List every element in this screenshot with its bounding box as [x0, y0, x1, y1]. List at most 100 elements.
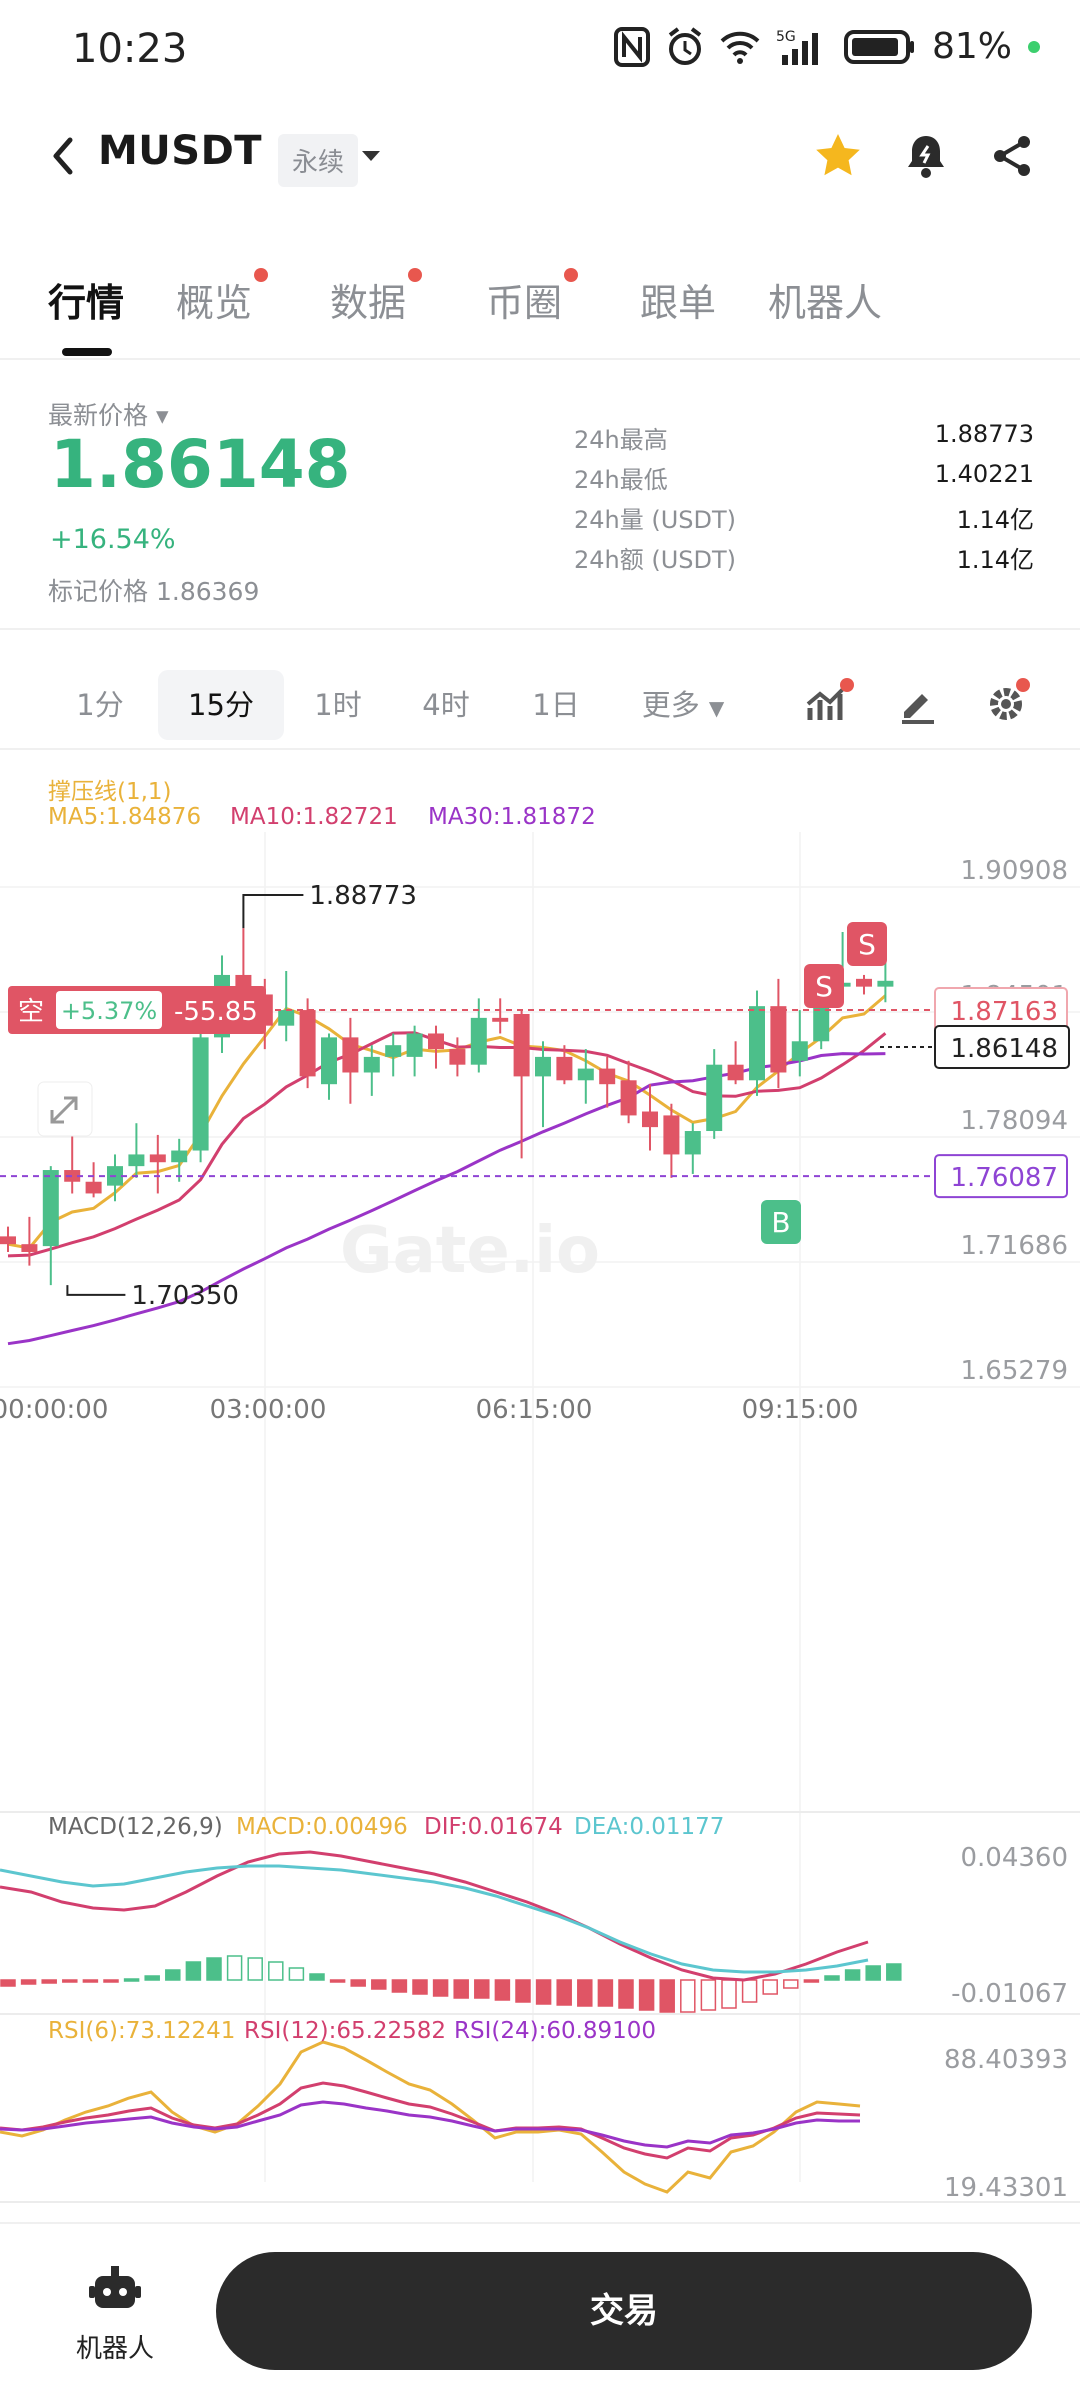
- macd-histogram-bar: [247, 1957, 263, 1981]
- wifi-icon: [720, 29, 760, 65]
- candle-body: [85, 1181, 102, 1194]
- macd-histogram-bar: [268, 1961, 284, 1981]
- y-tick-label: 1.65279: [960, 1356, 1068, 1386]
- macd-histogram-bar: [618, 1979, 634, 2009]
- header: MUSDT 永续: [0, 110, 1080, 202]
- macd-histogram-bar: [185, 1961, 202, 1981]
- support-price-text: 1.76087: [950, 1163, 1058, 1193]
- macd-histogram-bar: [288, 1967, 305, 1981]
- macd-histogram-bar: [659, 1979, 675, 2013]
- tab-community[interactable]: 币圈: [486, 268, 579, 327]
- y-tick-label: 1.90908: [960, 856, 1068, 886]
- candle-body: [556, 1056, 573, 1081]
- signal-5g-icon: 5G: [776, 27, 828, 67]
- x-tick-label: 00:00:00: [0, 1395, 108, 1425]
- notification-dot: [408, 268, 423, 282]
- low-label: 1.70350: [131, 1281, 239, 1311]
- dea-line: [0, 1864, 869, 1974]
- symbol-title[interactable]: MUSDT: [98, 128, 263, 174]
- macd-histogram-bar: [700, 1979, 717, 2011]
- alarm-icon: [666, 26, 704, 67]
- macd-histogram-bar: [741, 1979, 758, 2003]
- macd-histogram-bar: [577, 1979, 593, 2007]
- trade-button[interactable]: 交易: [216, 2252, 1032, 2370]
- interval-4h[interactable]: 4时: [422, 688, 470, 722]
- interval-more[interactable]: 更多 ▼: [641, 688, 725, 722]
- favorite-star-button[interactable]: [810, 128, 866, 184]
- candle-body: [192, 1037, 209, 1151]
- macd-histogram-bar: [432, 1979, 449, 1997]
- buy-signal-badge: [761, 1200, 801, 1244]
- macd-histogram-bar: [165, 1969, 181, 1981]
- draw-tools-button[interactable]: [888, 674, 948, 734]
- macd-histogram-bar: [41, 1979, 57, 1984]
- interval-15m[interactable]: 15分: [158, 670, 284, 740]
- candle-body: [64, 1170, 81, 1182]
- x-tick-label: 09:15:00: [742, 1395, 859, 1425]
- candle-body: [363, 1056, 380, 1073]
- macd-histogram-bar: [474, 1979, 490, 1999]
- high-label: 1.88773: [309, 881, 417, 911]
- chevron-down-icon[interactable]: [360, 148, 382, 167]
- price-summary: 最新价格 ▾ 1.86148 +16.54% 标记价格 1.86369 24h最…: [0, 360, 1080, 630]
- star-icon: [816, 134, 860, 176]
- share-button[interactable]: [984, 128, 1040, 184]
- macd-y-tick: 0.04360: [960, 1843, 1068, 1873]
- candle-body: [128, 1154, 145, 1167]
- tab-bots[interactable]: 机器人: [768, 281, 883, 325]
- tab-copy-trading[interactable]: 跟单: [640, 281, 717, 325]
- back-button[interactable]: [44, 132, 84, 180]
- tab-data[interactable]: 数据: [330, 268, 423, 327]
- current-price-tag: [934, 1025, 1070, 1069]
- last-price-label[interactable]: 最新价格 ▾: [48, 401, 169, 430]
- interval-1d[interactable]: 1日: [532, 688, 580, 722]
- macd-histogram-bar: [82, 1979, 99, 1983]
- candle-body: [684, 1131, 701, 1155]
- position-pnl-box: [56, 991, 162, 1029]
- candle-body: [21, 1244, 38, 1252]
- macd-histogram-bar: [803, 1979, 820, 1983]
- macd-title: MACD(12,26,9): [48, 1814, 223, 1840]
- candle-body: [770, 1006, 787, 1073]
- macd-histogram-bar: [844, 1969, 861, 1981]
- contract-type-tag[interactable]: 永续: [278, 134, 359, 187]
- interval-1m[interactable]: 1分: [76, 688, 124, 722]
- robot-button[interactable]: 机器人: [60, 2264, 170, 2365]
- macd-histogram-bar: [391, 1979, 408, 1993]
- rsi24-label: RSI(24):60.89100: [454, 2018, 657, 2044]
- candle-body: [599, 1068, 616, 1085]
- settings-gear-icon: [990, 688, 1022, 720]
- price-alert-button[interactable]: [898, 128, 954, 184]
- indicator-button[interactable]: [800, 674, 860, 734]
- buy-signal-badge-text: B: [771, 1206, 790, 1239]
- ma10-line: [7, 1031, 887, 1258]
- interval-1h[interactable]: 1时: [314, 688, 362, 722]
- candle-body: [642, 1111, 658, 1128]
- bell-icon: [908, 136, 944, 178]
- chart-settings-button[interactable]: [976, 674, 1036, 734]
- mark-price: 标记价格 1.86369: [48, 577, 260, 606]
- macd-histogram-bar: [535, 1979, 552, 2005]
- chevron-down-icon: ▼: [708, 696, 725, 720]
- macd-histogram-bar: [0, 1979, 16, 1987]
- candle-body: [321, 1037, 337, 1085]
- macd-histogram-bar: [762, 1979, 778, 1995]
- dif-value: DIF:0.01674: [424, 1814, 563, 1840]
- candle-body: [492, 1017, 509, 1022]
- expand-icon: [50, 1096, 78, 1124]
- price-change-percent: +16.54%: [50, 524, 176, 555]
- low-marker: [66, 1285, 126, 1296]
- macd-histogram-bar: [62, 1979, 78, 1983]
- status-time: 10:23: [72, 26, 188, 72]
- position-side: 空: [18, 997, 44, 1027]
- macd-histogram-bar: [865, 1965, 881, 1981]
- x-tick-label: 03:00:00: [210, 1395, 327, 1425]
- tab-market[interactable]: 行情: [48, 281, 125, 325]
- high-marker: [242, 893, 304, 929]
- macd-histogram-bar: [638, 1979, 655, 2011]
- tab-overview[interactable]: 概览: [176, 268, 269, 327]
- candle-body: [727, 1064, 744, 1081]
- macd-histogram-bar: [494, 1979, 511, 2001]
- rsi6-line: [0, 2040, 861, 2194]
- kline-chart[interactable]: 1.909081.845011.780941.716861.65279Gate.…: [0, 752, 1080, 2218]
